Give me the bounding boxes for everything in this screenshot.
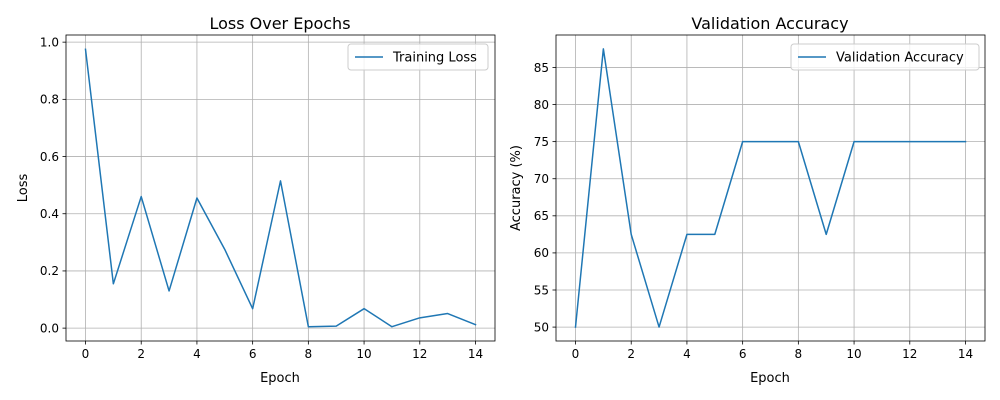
- legend: Validation Accuracy: [790, 43, 980, 71]
- legend-box: [790, 43, 980, 71]
- y-tick-label: 65: [534, 209, 549, 223]
- chart-title: Loss Over Epochs: [209, 14, 350, 33]
- legend-label: Validation Accuracy: [836, 51, 964, 66]
- y-tick-label: 0.0: [40, 321, 59, 335]
- y-tick-label: 0.6: [40, 150, 59, 164]
- x-tick-label: 8: [795, 347, 803, 361]
- plot-frame: [65, 34, 496, 342]
- y-tick-label: 75: [534, 135, 549, 149]
- x-tick-label: 4: [193, 347, 201, 361]
- y-tick-label: 80: [534, 98, 549, 112]
- x-tick-label: 10: [356, 347, 371, 361]
- y-tick-label: 1.0: [40, 35, 59, 49]
- series-lines: [84, 48, 477, 328]
- x-axis-label: Epoch: [750, 371, 790, 386]
- y-axis-label: Loss: [16, 174, 31, 203]
- loss-chart: Loss Over Epochs 0 2 4 6 8 10 12 14 0.0 0.2 0.4 0.6…: [16, 14, 496, 386]
- x-tick-label: 0: [572, 347, 580, 361]
- x-tick-label: 2: [627, 347, 635, 361]
- grid: [556, 35, 985, 341]
- plot-frame: [555, 34, 986, 342]
- y-tick-label: 0.2: [40, 264, 59, 278]
- y-tick-label: 60: [534, 246, 549, 260]
- tick-labels: 0 2 4 6 8 10 12 14 0.0 0.2 0.4 0.6 0.8 1.0: [40, 35, 483, 361]
- x-tick-label: 14: [468, 347, 483, 361]
- y-tick-label: 0.4: [40, 207, 59, 221]
- y-tick-label: 85: [534, 61, 549, 75]
- x-tick-label: 6: [249, 347, 257, 361]
- y-tick-label: 55: [534, 283, 549, 297]
- legend-label: Training Loss: [392, 51, 477, 66]
- x-tick-label: 8: [305, 347, 313, 361]
- series-line: [574, 48, 967, 328]
- accuracy-chart: Validation Accuracy 0 2 4 6 8 10 12 14 50 55 60 65 7…: [509, 14, 986, 386]
- series-lines: [574, 48, 967, 328]
- x-tick-label: 14: [958, 347, 973, 361]
- y-tick-label: 70: [534, 172, 549, 186]
- x-axis-label: Epoch: [260, 371, 300, 386]
- x-tick-label: 10: [846, 347, 861, 361]
- series-line: [84, 48, 477, 328]
- y-axis-label: Accuracy (%): [509, 145, 524, 231]
- legend: Training Loss: [347, 43, 489, 71]
- x-tick-label: 12: [902, 347, 917, 361]
- x-tick-label: 6: [739, 347, 747, 361]
- tick-labels: 0 2 4 6 8 10 12 14 50 55 60 65 70 75 80 85: [534, 61, 973, 361]
- x-tick-label: 12: [412, 347, 427, 361]
- legend-box: [347, 43, 489, 71]
- y-tick-label: 0.8: [40, 93, 59, 107]
- y-tick-label: 50: [534, 320, 549, 334]
- grid: [66, 35, 495, 341]
- x-tick-label: 0: [82, 347, 90, 361]
- chart-title: Validation Accuracy: [691, 14, 848, 33]
- x-tick-label: 4: [683, 347, 691, 361]
- x-tick-label: 2: [137, 347, 145, 361]
